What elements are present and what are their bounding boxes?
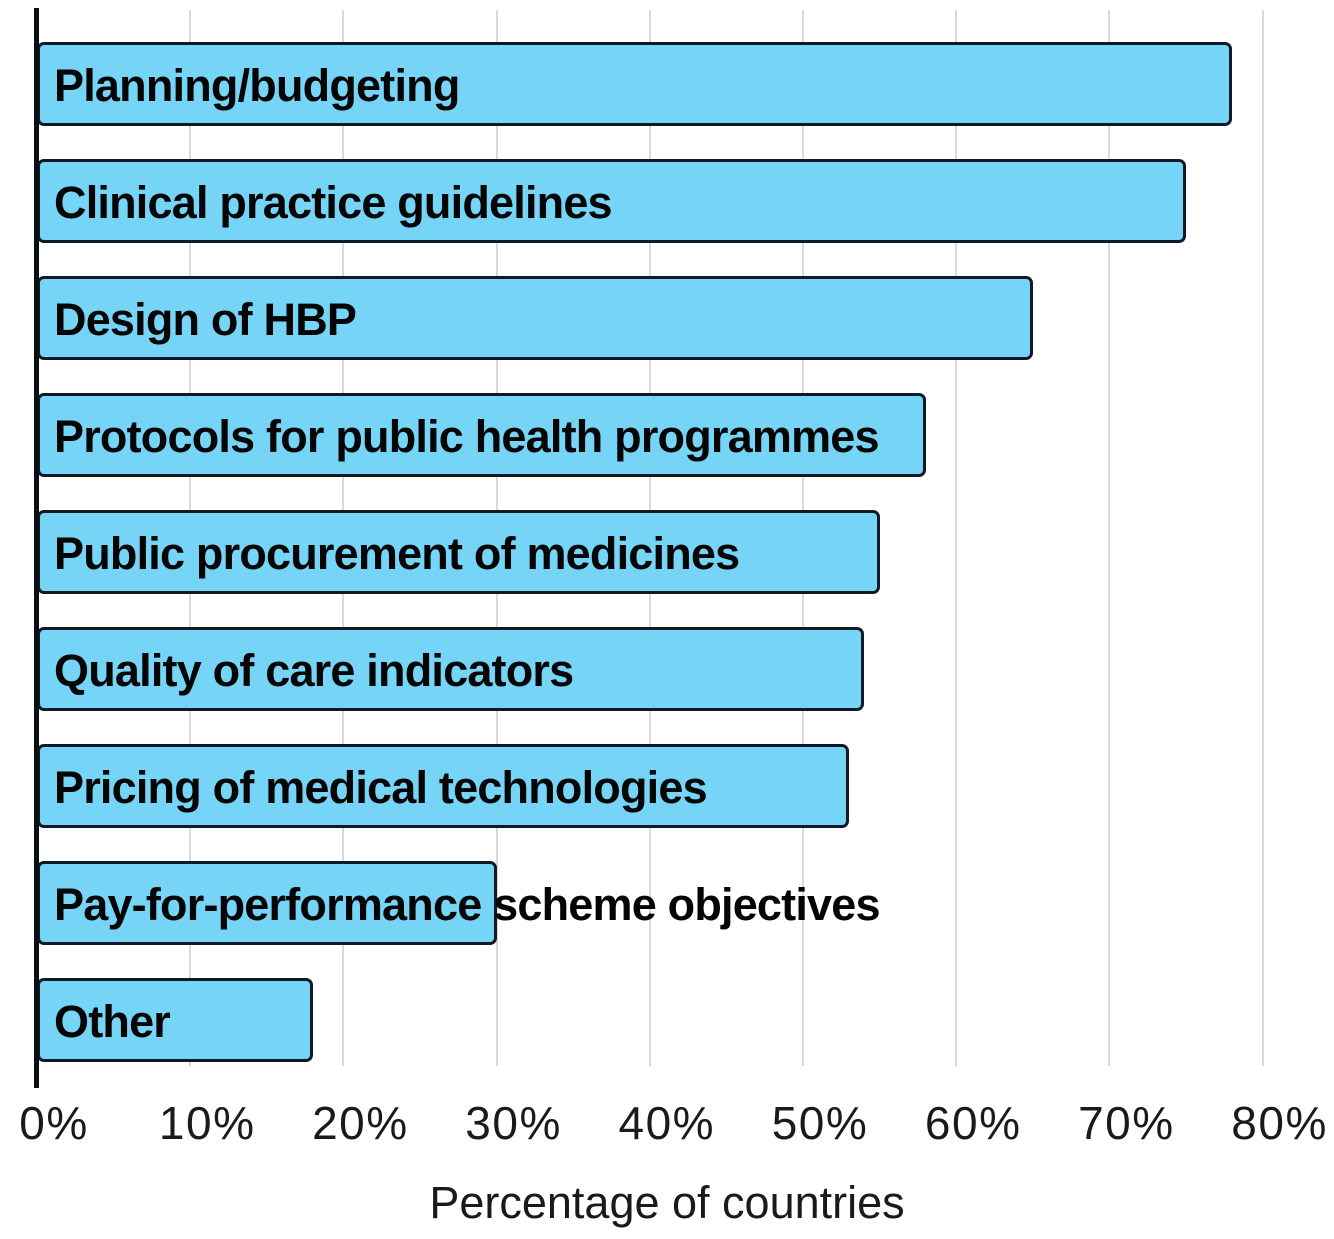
bar-label: Pricing of medical technologies xyxy=(54,762,708,813)
bar-pricing-of-medical-technologies: Pricing of medical technologies xyxy=(37,744,849,828)
x-tick-80pct: 80% xyxy=(1231,1097,1328,1149)
bar-label: Public procurement of medicines xyxy=(54,528,740,579)
x-tick-50pct: 50% xyxy=(771,1097,869,1149)
bar-clinical-practice-guidelines: Clinical practice guidelines xyxy=(37,159,1186,243)
x-axis-title: Percentage of countries xyxy=(429,1177,905,1228)
bar-label: Quality of care indicators xyxy=(54,645,574,696)
x-tick-0pct: 0% xyxy=(19,1097,89,1149)
gridline-60pct xyxy=(955,10,958,1066)
x-tick-70pct: 70% xyxy=(1078,1097,1175,1149)
bar-other: Other xyxy=(37,978,313,1062)
bar-label: Planning/budgeting xyxy=(54,60,460,111)
bar-label: Other xyxy=(54,996,171,1047)
y-axis-line xyxy=(34,8,39,1088)
x-tick-10pct: 10% xyxy=(158,1097,256,1149)
bar-label: Design of HBP xyxy=(54,294,357,345)
bar-design-of-hbp: Design of HBP xyxy=(37,276,1033,360)
x-tick-20pct: 20% xyxy=(312,1097,409,1149)
bar-label: Protocols for public health programmes xyxy=(54,411,880,462)
bar-label: Pay-for-performance scheme objectives xyxy=(54,879,881,930)
bar-protocols-for-public-health-programmes: Protocols for public health programmes xyxy=(37,393,926,477)
bar-planning-budgeting: Planning/budgeting xyxy=(37,42,1232,126)
bar-pay-for-performance-scheme-objectives: Pay-for-performance scheme objectives xyxy=(37,861,881,945)
x-tick-30pct: 30% xyxy=(465,1097,562,1149)
gridline-70pct xyxy=(1108,10,1111,1066)
x-tick-60pct: 60% xyxy=(924,1097,1022,1149)
bar-label: Clinical practice guidelines xyxy=(54,177,613,228)
bar-quality-of-care-indicators: Quality of care indicators xyxy=(37,627,865,711)
gridline-80pct xyxy=(1261,10,1264,1066)
bar-public-procurement-of-medicines: Public procurement of medicines xyxy=(37,510,880,594)
x-tick-40pct: 40% xyxy=(618,1097,716,1149)
